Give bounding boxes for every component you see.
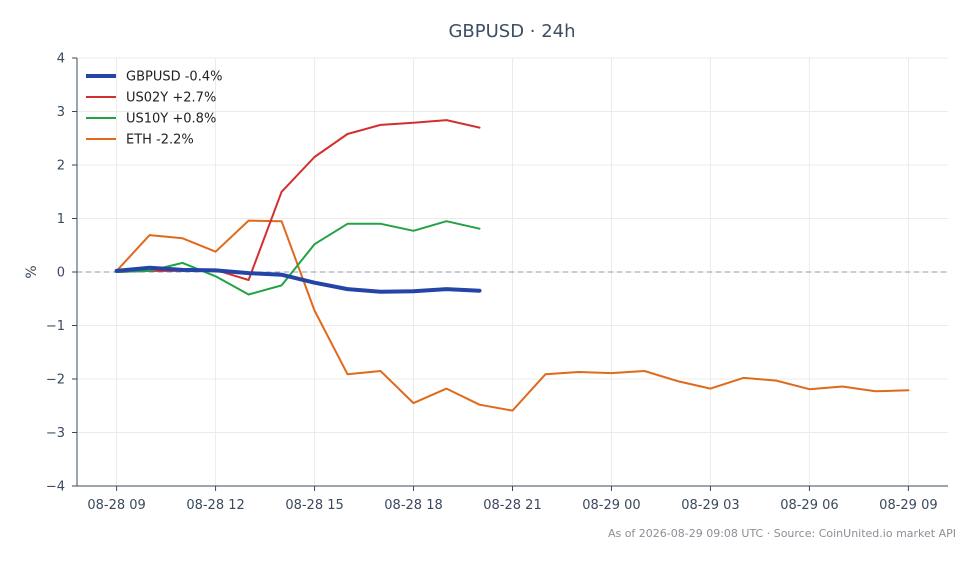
x-tick-label: 08-28 21 (483, 498, 541, 513)
y-tick-label: 2 (57, 159, 65, 174)
footer-source: As of 2026-08-29 09:08 UTC · Source: Coi… (608, 527, 956, 540)
x-tick-label: 08-28 15 (285, 498, 343, 513)
x-tick-label: 08-28 09 (87, 498, 145, 513)
series-line-3 (115, 219, 910, 412)
x-tick-label: 08-29 09 (879, 498, 937, 513)
y-ticks: −4 −3 −2 −1 0 1 2 3 4 (46, 52, 77, 495)
y-tick-label: 0 (57, 266, 65, 281)
series-lines (114, 119, 910, 412)
legend-label: GBPUSD -0.4% (126, 70, 222, 85)
series-line-2 (115, 220, 481, 296)
x-tick-label: 08-29 03 (681, 498, 739, 513)
x-ticks: 08-28 09 08-28 12 08-28 15 08-28 18 08-28 21… (87, 486, 938, 513)
y-axis-label: % (24, 265, 40, 278)
legend-label: US10Y +0.8% (126, 112, 216, 127)
y-tick-label: 4 (57, 52, 65, 67)
chart-title: GBPUSD · 24h (448, 21, 575, 42)
legend-label: US02Y +2.7% (126, 91, 216, 106)
x-tick-label: 08-28 18 (384, 498, 442, 513)
legend-label: ETH -2.2% (126, 133, 194, 148)
y-tick-label: 3 (57, 105, 65, 120)
x-tick-label: 08-28 12 (186, 498, 244, 513)
y-tick-label: −3 (46, 426, 65, 441)
x-tick-label: 08-29 00 (582, 498, 640, 513)
x-tick-label: 08-29 06 (780, 498, 838, 513)
legend: GBPUSD -0.4% US02Y +2.7% US10Y +0.8% ETH -2… (86, 70, 222, 148)
y-tick-label: 1 (57, 212, 65, 227)
y-tick-label: −1 (46, 319, 65, 334)
y-tick-label: −4 (46, 480, 65, 495)
y-tick-label: −2 (46, 373, 65, 388)
series-line-0 (114, 265, 482, 294)
